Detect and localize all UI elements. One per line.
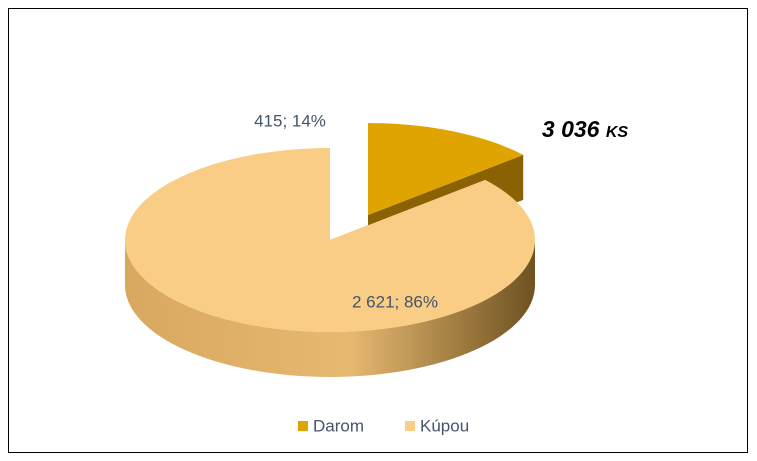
data-label: 415; 14% (254, 111, 326, 130)
slice-side (125, 240, 535, 377)
plot (125, 123, 536, 377)
legend-label: Kúpou (420, 416, 469, 435)
legend-label: Darom (313, 416, 364, 435)
legend-swatch (298, 421, 308, 431)
slice-top (368, 123, 524, 215)
legend-swatch (405, 421, 415, 431)
slice-top (125, 148, 536, 332)
annotation: 3 036 ks (542, 116, 629, 142)
data-label: 2 621; 86% (352, 292, 438, 311)
pie-slice (125, 148, 536, 377)
